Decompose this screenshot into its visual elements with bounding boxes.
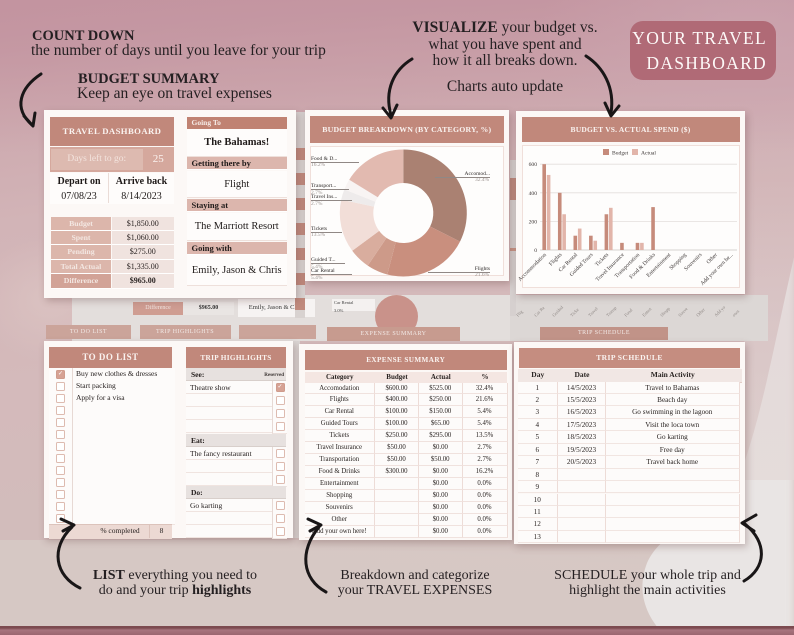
svg-text:Other: Other <box>695 307 706 318</box>
svg-text:Flig: Flig <box>515 309 524 318</box>
svg-text:Ticke: Ticke <box>569 307 580 318</box>
svg-text:Travel: Travel <box>587 305 599 317</box>
svg-text:Souve: Souve <box>677 306 688 317</box>
svg-text:Guided: Guided <box>551 304 564 317</box>
svg-text:Transp: Transp <box>605 305 618 318</box>
svg-text:own: own <box>731 308 741 318</box>
svg-text:Food: Food <box>623 307 634 318</box>
svg-text:Add yo: Add yo <box>713 304 727 318</box>
svg-text:Entert: Entert <box>641 306 653 318</box>
svg-text:Shopp: Shopp <box>659 306 671 318</box>
svg-text:Car Re: Car Re <box>533 305 545 317</box>
